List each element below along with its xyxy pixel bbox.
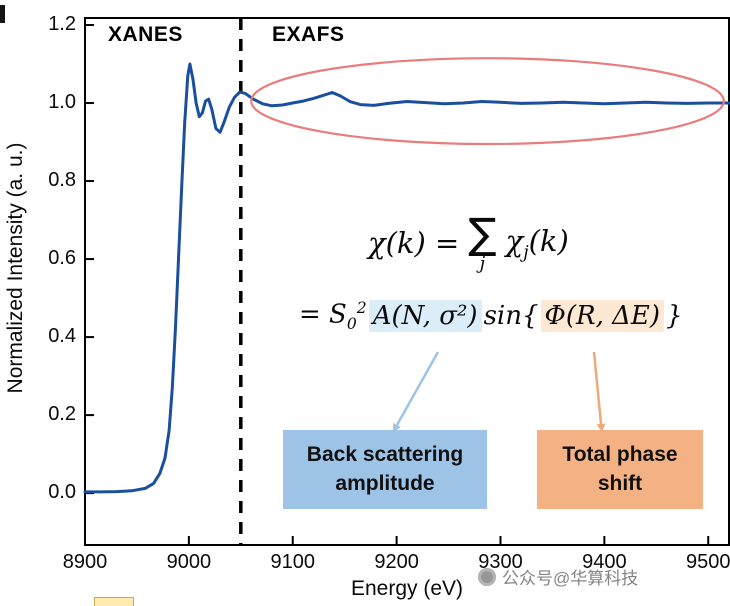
absorption-spectrum-curve xyxy=(83,62,730,494)
cropped-next-figure-edge xyxy=(94,597,134,606)
total-phase-shift-box: Total phase shift xyxy=(537,430,703,509)
y-tick-label: 1.2 xyxy=(48,13,76,36)
phase-arrow-head xyxy=(596,423,606,432)
x-tick-label: 9200 xyxy=(374,551,419,573)
s0-subscript: 0 xyxy=(346,314,357,333)
xanes-region-label: XANES xyxy=(108,23,183,46)
x-tick-label: 9000 xyxy=(166,551,212,573)
y-tick-label: 0.2 xyxy=(48,403,76,426)
chi-subscript: j xyxy=(523,242,529,263)
callout-arrows xyxy=(393,351,606,432)
plot-frame xyxy=(84,17,730,546)
x-tick-label: 9100 xyxy=(270,551,315,573)
sin-open: sin{ xyxy=(483,300,539,331)
x-tick-label: 9500 xyxy=(685,551,730,573)
x-tick-label: 8900 xyxy=(62,551,108,573)
equation-chi-lhs: χ(k) = xyxy=(368,226,460,261)
watermark: 公众号@华算科技 xyxy=(478,564,638,589)
x-axis-title: Energy (eV) xyxy=(350,577,464,600)
s0-superscript: 2 xyxy=(356,299,367,317)
s0-prefix: = S xyxy=(299,299,347,330)
amplitude-box-line2: amplitude xyxy=(335,472,435,496)
y-tick-label: 0.6 xyxy=(48,247,76,270)
y-tick-label: 0.0 xyxy=(48,481,76,504)
y-tick-label: 1.0 xyxy=(48,91,76,114)
equation-line-1: χ(k) = ∑ j χj(k) xyxy=(368,209,569,274)
amplitude-arrow-head xyxy=(393,422,401,432)
equation-line-2: = S02 A(N, σ²) sin{ Φ(R, ΔE) } xyxy=(299,299,683,333)
amplitude-term: A(N, σ²) xyxy=(368,299,482,332)
equation-s0-term: = S02 xyxy=(299,299,367,333)
summation-symbol: ∑ j xyxy=(468,209,497,274)
exafs-highlight-ellipse xyxy=(250,57,725,146)
cropped-edge-artifact-top-left xyxy=(0,5,5,23)
sigma-sum-icon: ∑ xyxy=(468,209,497,258)
phase-arrow xyxy=(592,351,603,425)
x-tick-label: 9400 xyxy=(582,551,627,573)
watermark-logo-icon xyxy=(478,567,496,586)
brace-close: } xyxy=(666,300,683,331)
phase-box-line2: shift xyxy=(597,472,643,496)
y-tick-label: 0.4 xyxy=(48,325,76,348)
y-axis-title: Normalized Intensity (a. u.) xyxy=(4,142,27,394)
phase-box-line1: Total phase xyxy=(562,443,678,466)
axis-ticks xyxy=(84,24,710,545)
summation-index: j xyxy=(479,252,486,274)
phase-term: Φ(R, ΔE) xyxy=(540,299,664,332)
amplitude-box-line1: Back scattering xyxy=(306,443,464,466)
equation-chi-term: χj(k) xyxy=(506,224,569,263)
amplitude-arrow xyxy=(395,351,440,426)
chi-symbol: χ xyxy=(505,224,524,259)
exafs-region-label: EXAFS xyxy=(272,23,345,46)
y-tick-label: 0.8 xyxy=(48,169,76,192)
chi-args: (k) xyxy=(528,224,569,259)
back-scattering-amplitude-box: Back scattering amplitude xyxy=(283,430,487,509)
watermark-text: 公众号@华算科技 xyxy=(502,569,639,588)
